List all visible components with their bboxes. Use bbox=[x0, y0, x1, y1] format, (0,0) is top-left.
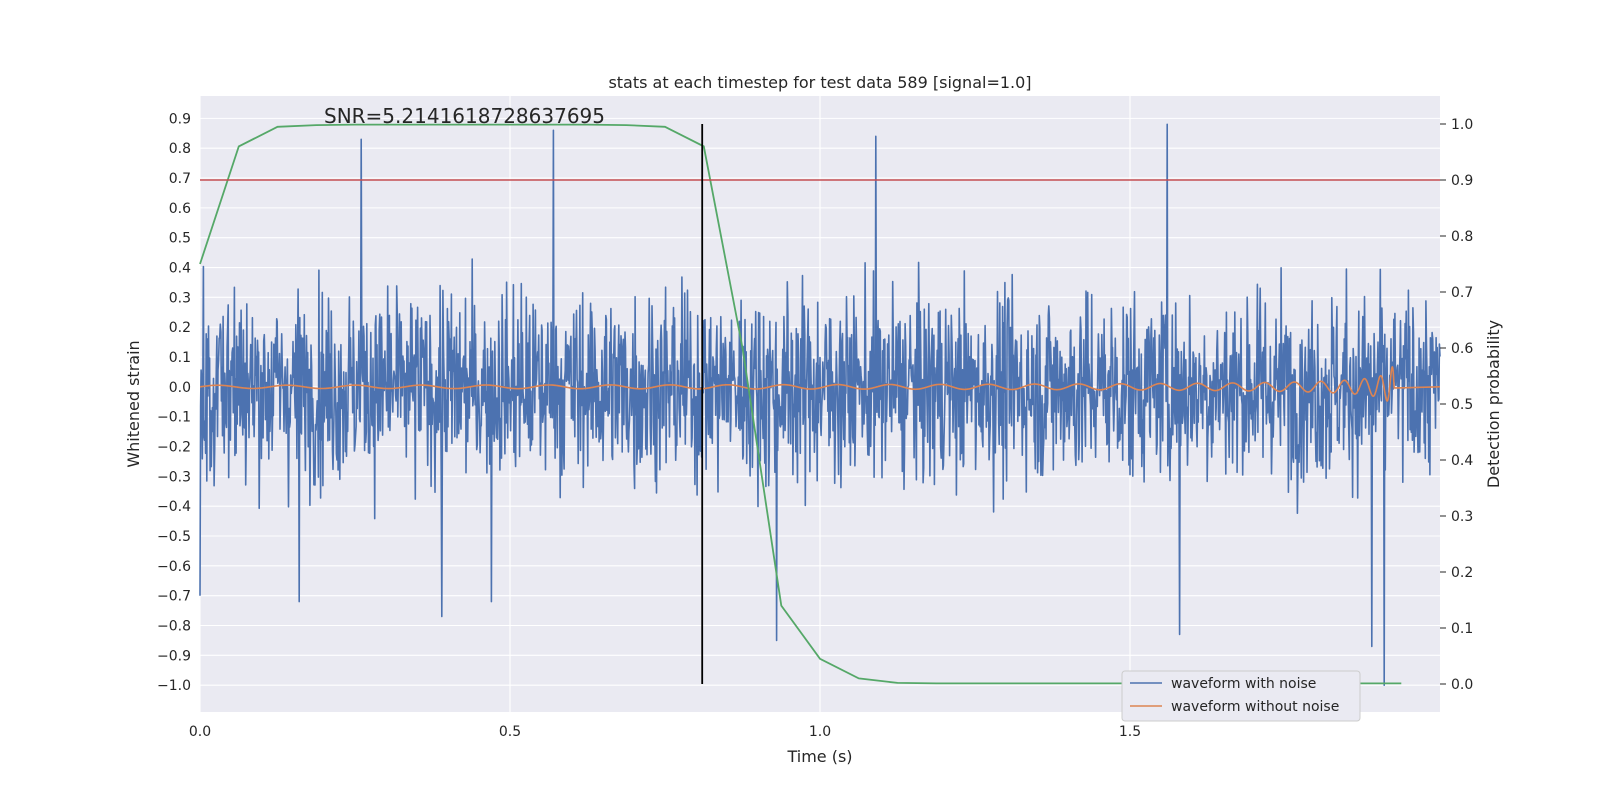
x-tick-label: 0.0 bbox=[189, 724, 211, 740]
grid-lines bbox=[199, 96, 1440, 712]
chart-title: stats at each timestep for test data 589… bbox=[608, 73, 1031, 92]
y-left-tick-label: 0.7 bbox=[169, 171, 191, 187]
x-tick-label: 0.5 bbox=[499, 724, 521, 740]
y-left-tick-label: −0.2 bbox=[157, 440, 191, 456]
y-right-tick-label: 0.3 bbox=[1451, 509, 1473, 525]
y-left-tick-label: 0.5 bbox=[169, 231, 191, 247]
y-right-tick-label: 0.7 bbox=[1451, 285, 1473, 301]
y-left-tick-label: −0.9 bbox=[157, 648, 191, 664]
series-waveform-with-noise bbox=[199, 123, 1441, 687]
y-right-tick-label: 0.0 bbox=[1451, 677, 1473, 693]
y-axis-right-label: Detection probability bbox=[1484, 320, 1503, 488]
y-left-tick-label: −0.5 bbox=[157, 529, 191, 545]
y-left-tick-label: 0.6 bbox=[169, 201, 191, 217]
reference-lines bbox=[200, 124, 1440, 684]
series-waveform-without-noise bbox=[200, 365, 1441, 402]
legend-label-clean: waveform without noise bbox=[1171, 699, 1339, 715]
y-left-tick-label: 0.3 bbox=[169, 290, 191, 306]
y-left-tick-label: 0.9 bbox=[169, 111, 191, 127]
y-right-tick-label: 0.5 bbox=[1451, 397, 1473, 413]
snr-annotation: SNR=5.2141618728637695 bbox=[324, 104, 605, 128]
y-right-tick-label: 0.2 bbox=[1451, 565, 1473, 581]
x-axis-label: Time (s) bbox=[786, 747, 852, 766]
y-axis-left-label: Whitened strain bbox=[124, 340, 143, 467]
y-left-tick-label: −0.1 bbox=[157, 410, 191, 426]
y-right-tick-label: 0.9 bbox=[1451, 173, 1473, 189]
legend-box bbox=[1121, 670, 1361, 722]
y-left-tick-label: 0.8 bbox=[169, 141, 191, 157]
y-right-tick-label: 1.0 bbox=[1451, 117, 1473, 133]
y-right-tick-label: 0.1 bbox=[1451, 621, 1473, 637]
y-left-tick-label: −0.6 bbox=[157, 559, 191, 575]
y-left-tick-label: −1.0 bbox=[157, 678, 191, 694]
y-right-tick-label: 0.6 bbox=[1451, 341, 1473, 357]
y-left-tick-label: −0.4 bbox=[157, 499, 191, 515]
legend-label-noise: waveform with noise bbox=[1171, 676, 1316, 692]
y-left-tick-label: −0.3 bbox=[157, 469, 191, 485]
legend: waveform with noise waveform without noi… bbox=[1121, 670, 1361, 722]
clean-line bbox=[200, 365, 1441, 402]
y-left-tick-label: 0.2 bbox=[169, 320, 191, 336]
y-left-tick-label: 0.4 bbox=[169, 261, 191, 277]
y-right-tick-label: 0.8 bbox=[1451, 229, 1473, 245]
x-tick-label: 1.0 bbox=[809, 724, 831, 740]
y-left-tick-label: −0.8 bbox=[157, 618, 191, 634]
noise-line bbox=[199, 123, 1441, 687]
x-tick-label: 1.5 bbox=[1119, 724, 1141, 740]
x-axis-ticks: 0.0 0.5 1.0 1.5 bbox=[189, 724, 1141, 740]
y-left-tick-label: −0.7 bbox=[157, 589, 191, 605]
y-left-tick-label: 0.1 bbox=[169, 350, 191, 366]
y-axis-right-ticks: 1.0 0.9 0.8 0.7 0.6 0.5 0.4 0.3 0.2 0.1 0.0 bbox=[1440, 117, 1473, 693]
y-left-tick-label: 0.0 bbox=[169, 380, 191, 396]
y-axis-left-ticks: 0.9 0.8 0.7 0.6 0.5 0.4 0.3 0.2 0.1 0.0 −0.1 −0.2 −0… bbox=[157, 111, 191, 694]
y-right-tick-label: 0.4 bbox=[1451, 453, 1473, 469]
